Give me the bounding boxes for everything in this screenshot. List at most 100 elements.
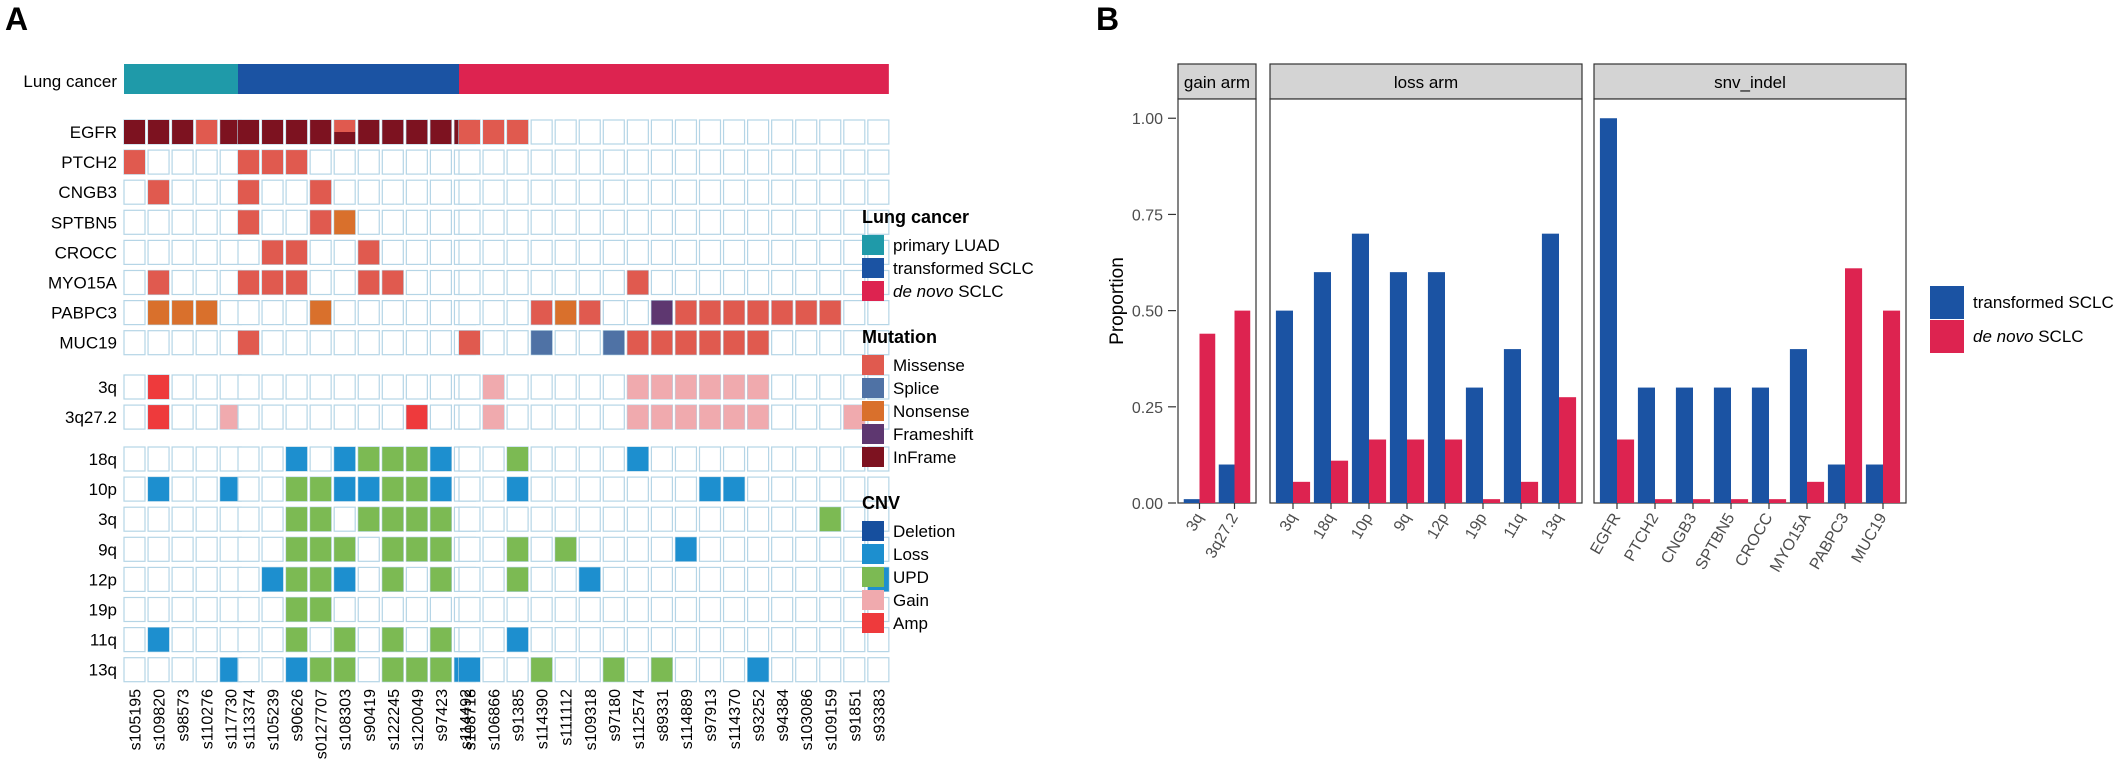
cnv-loss-cell-fill: [406, 507, 428, 532]
cnv-loss-cell-fill: [603, 657, 625, 682]
bar-transformed-18q: [1313, 272, 1331, 503]
cnv-loss-cell: [746, 476, 770, 502]
cnv-loss-cell: [482, 596, 505, 623]
cnv-gain-cell: [381, 374, 404, 400]
mutation-cell: [746, 179, 770, 205]
mutation-cell: [285, 330, 308, 356]
bar-transformed-muc19: [1865, 464, 1883, 503]
mutation-cell-fill: [675, 330, 697, 355]
legend-swatch-loss: [862, 544, 884, 564]
cnv-loss-cell: [578, 626, 601, 653]
mutation-cell: [285, 300, 308, 326]
cnv-loss-cell: [482, 566, 505, 593]
cnv-loss-cell-fill: [334, 627, 356, 652]
cnv-gain-cell: [123, 404, 146, 430]
cnv-loss-cell: [309, 446, 332, 472]
cnv-loss-cell: [650, 506, 674, 532]
cnv-loss-cell: [795, 446, 818, 472]
mutation-row-label: CROCC: [55, 243, 117, 262]
cnv-loss-cell: [171, 596, 194, 623]
mutation-cell-fill: [124, 120, 145, 144]
mutation-cell-fill: [148, 270, 170, 295]
legend-label-deletion: Deletion: [893, 522, 955, 541]
sample-label: s97423: [434, 689, 451, 742]
mutation-cell: [506, 239, 529, 265]
cnv-gain-cell: [237, 404, 260, 430]
mutation-cell: [309, 149, 332, 175]
mutation-cell: [843, 119, 866, 145]
cnv-loss-cell: [650, 476, 674, 502]
sample-label: s91851: [847, 689, 864, 742]
cnv-loss-cell: [554, 626, 577, 653]
mutation-cell: [309, 239, 332, 265]
mutation-cell-fill: [627, 330, 649, 355]
cnv-loss-cell: [195, 446, 218, 472]
mutation-cell: [554, 239, 577, 265]
legend-swatch-amp: [862, 613, 884, 633]
cnv-gain-cell: [357, 404, 380, 430]
cnv-loss-cell: [843, 506, 866, 532]
mutation-cell: [171, 269, 194, 296]
sample-label: s105195: [128, 689, 145, 750]
cnv-loss-cell-fill: [310, 477, 332, 502]
mutation-cell-fill: [262, 150, 284, 175]
mutation-cell: [674, 239, 698, 265]
cnv-loss-cell-fill: [334, 447, 356, 471]
cnv-loss-cell: [171, 566, 194, 593]
mutation-cell: [626, 209, 649, 235]
cnv-loss-cell: [746, 566, 770, 593]
cnv-loss-cell-fill: [430, 657, 452, 682]
sample-label: s106866: [487, 689, 504, 750]
cnv-gain-cell-fill: [675, 375, 697, 399]
mutation-cell-fill: [723, 330, 745, 355]
bar-transformed-sptbn5: [1713, 387, 1731, 503]
x-tick-label: EGFR: [1588, 511, 1625, 558]
mutation-cell: [602, 269, 625, 296]
mutation-cell: [237, 239, 260, 265]
mutation-cell: [405, 149, 428, 175]
cnv-loss-cell: [261, 626, 284, 653]
cnv-loss-cell: [867, 476, 890, 502]
x-tick-label: 12p: [1424, 510, 1452, 542]
mutation-cell: [698, 179, 722, 205]
cnv-gain-cell: [357, 374, 380, 400]
cnv-loss-cell: [237, 657, 260, 683]
cnv-loss-cell: [602, 536, 625, 562]
mutation-cell: [674, 119, 698, 145]
cnv-loss-cell: [722, 566, 746, 593]
cnv-loss-cell-fill: [148, 627, 170, 652]
mutation-cell: [674, 179, 698, 205]
cnv-loss-cell: [602, 476, 625, 502]
cnv-loss-cell: [602, 626, 625, 653]
mutation-cell-fill: [286, 240, 308, 265]
mutation-cell: [674, 269, 698, 296]
mutation-cell: [771, 330, 794, 356]
cnv-loss-cell: [674, 506, 698, 532]
cnv-loss-cell: [626, 626, 649, 653]
mutation-cell: [530, 179, 553, 205]
cnv-loss-cell: [746, 536, 770, 562]
proportion-bar-chart: Proportion 0.00 0.25 0.50 0.75 1.00 gain arm 3q…: [1107, 63, 1907, 575]
cnv-loss-cell: [237, 566, 260, 593]
mutation-cell: [482, 209, 505, 235]
cnv-loss-cell: [578, 476, 601, 502]
cnv-loss-cell: [554, 446, 577, 472]
mutation-cell-fill: [459, 330, 480, 355]
mutation-cell: [482, 269, 505, 296]
bar-denovo-10p: [1369, 439, 1387, 503]
cnv-loss-row-label: 19p: [89, 601, 117, 620]
mutation-cell: [405, 300, 428, 326]
cnv-loss-cell: [578, 536, 601, 562]
mutation-cell: [530, 149, 553, 175]
cnv-loss-cell-fill: [627, 447, 649, 471]
bar-denovo-19p: [1483, 499, 1501, 503]
mutation-cell: [237, 300, 260, 326]
sample-label: s90419: [362, 689, 379, 742]
mutation-cell: [171, 149, 194, 175]
mutation-cell-fill: [795, 300, 817, 325]
cnv-gain-cell: [578, 374, 601, 400]
mutation-cell-fill: [603, 330, 625, 355]
mutation-cell: [771, 239, 794, 265]
cnv-loss-cell: [506, 657, 529, 683]
facet-strip-label: snv_indel: [1714, 73, 1786, 92]
